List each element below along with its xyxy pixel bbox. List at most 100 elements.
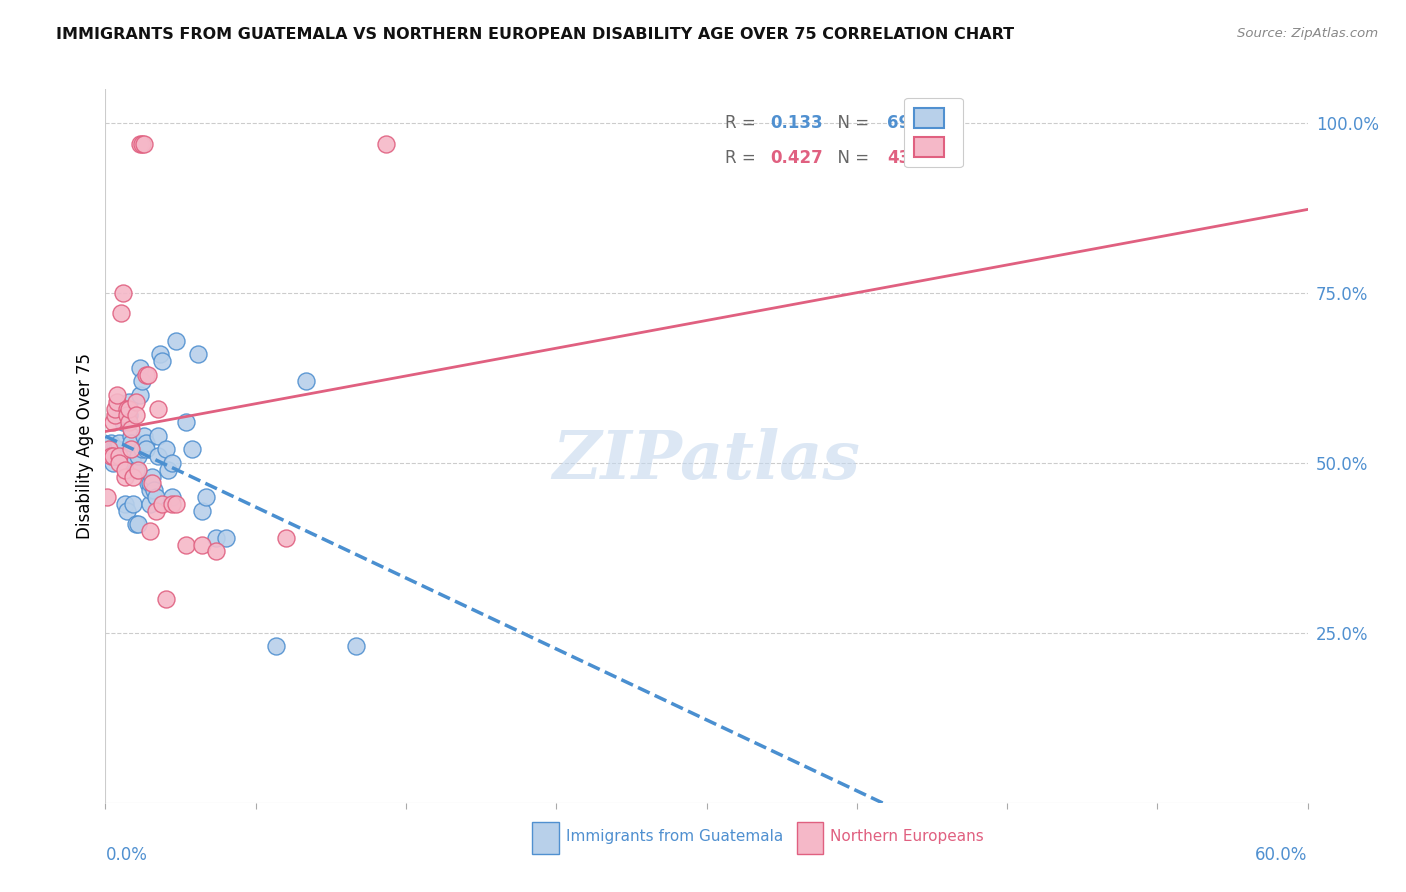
Text: Northern Europeans: Northern Europeans (831, 830, 984, 844)
Point (146, 429, 169, 443)
Point (121, 422, 143, 436)
Point (103, 442, 125, 457)
Point (117, 409, 139, 423)
Point (138, 476, 160, 491)
Point (264, 640, 287, 654)
Point (114, 469, 136, 483)
Point (124, 517, 146, 532)
Text: 43: 43 (887, 149, 910, 167)
Point (108, 449, 131, 463)
Point (98, 442, 121, 457)
Point (127, 517, 149, 532)
Point (100, 435, 122, 450)
Point (122, 469, 145, 483)
Point (110, 409, 132, 423)
Point (141, 469, 163, 483)
Point (100, 449, 122, 463)
Point (204, 544, 226, 558)
Text: 0.427: 0.427 (770, 149, 823, 167)
Point (107, 388, 129, 402)
Point (187, 347, 209, 361)
Text: Immigrants from Guatemala: Immigrants from Guatemala (565, 830, 783, 844)
Point (145, 503, 167, 517)
Point (114, 497, 136, 511)
Point (117, 449, 139, 463)
Point (344, 640, 367, 654)
Point (124, 409, 146, 423)
Point (131, 136, 153, 151)
Point (100, 442, 122, 457)
Point (135, 368, 157, 382)
Point (104, 409, 127, 423)
Point (174, 415, 197, 429)
Point (155, 591, 177, 606)
Point (124, 463, 146, 477)
Point (156, 463, 179, 477)
Text: Source: ZipAtlas.com: Source: ZipAtlas.com (1237, 27, 1378, 40)
Point (103, 456, 125, 470)
Point (114, 449, 136, 463)
Point (104, 449, 127, 463)
Point (110, 306, 132, 320)
Point (128, 360, 150, 375)
Point (122, 497, 145, 511)
Text: 0.133: 0.133 (770, 114, 823, 132)
Text: R =: R = (724, 114, 761, 132)
Point (104, 401, 127, 416)
Point (108, 435, 131, 450)
Point (98, 442, 121, 457)
Point (136, 368, 159, 382)
Point (142, 483, 165, 498)
Point (150, 497, 173, 511)
Point (180, 442, 202, 457)
Text: 0.0%: 0.0% (105, 846, 148, 863)
Point (103, 449, 125, 463)
Point (160, 456, 183, 470)
Point (148, 347, 170, 361)
Point (132, 136, 155, 151)
Point (141, 476, 163, 491)
Point (114, 463, 136, 477)
Point (131, 442, 153, 457)
Point (110, 401, 132, 416)
Point (112, 409, 135, 423)
Point (128, 136, 150, 151)
Point (132, 429, 155, 443)
Point (118, 401, 141, 416)
Point (295, 375, 318, 389)
Point (146, 449, 169, 463)
Point (214, 531, 236, 545)
Point (96, 490, 118, 504)
Point (98, 442, 121, 457)
Point (108, 449, 131, 463)
Point (104, 442, 127, 457)
Point (124, 394, 146, 409)
Text: 60.0%: 60.0% (1256, 846, 1308, 863)
Legend: , : , (904, 97, 963, 168)
Point (145, 490, 167, 504)
Y-axis label: Disability Age Over 75: Disability Age Over 75 (76, 353, 94, 539)
Point (136, 476, 159, 491)
Point (274, 531, 297, 545)
Point (194, 490, 217, 504)
Point (118, 394, 141, 409)
Point (160, 490, 183, 504)
Point (127, 463, 149, 477)
Point (146, 401, 169, 416)
Point (112, 415, 135, 429)
Point (107, 449, 129, 463)
FancyBboxPatch shape (533, 822, 558, 855)
Point (96, 442, 118, 457)
Point (122, 456, 145, 470)
Point (117, 503, 139, 517)
Point (138, 483, 160, 498)
Point (138, 524, 160, 538)
Text: N =: N = (827, 149, 875, 167)
Point (160, 497, 183, 511)
Point (174, 537, 197, 551)
Point (165, 334, 187, 348)
Point (118, 409, 141, 423)
Point (107, 442, 129, 457)
Point (108, 456, 131, 470)
Point (128, 388, 150, 402)
